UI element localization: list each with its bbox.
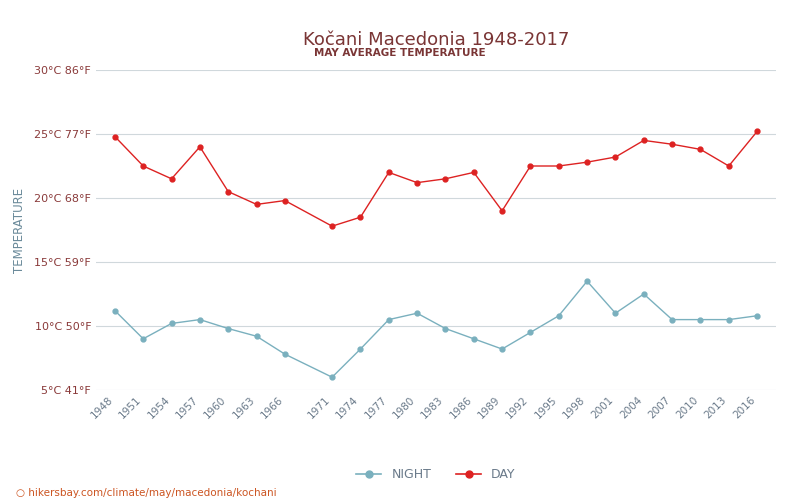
Y-axis label: TEMPERATURE: TEMPERATURE — [13, 188, 26, 272]
Legend: NIGHT, DAY: NIGHT, DAY — [351, 463, 521, 486]
Text: ○ hikersbay.com/climate/may/macedonia/kochani: ○ hikersbay.com/climate/may/macedonia/ko… — [16, 488, 277, 498]
Text: MAY AVERAGE TEMPERATURE: MAY AVERAGE TEMPERATURE — [314, 48, 486, 58]
Title: Kočani Macedonia 1948-2017: Kočani Macedonia 1948-2017 — [303, 31, 569, 49]
